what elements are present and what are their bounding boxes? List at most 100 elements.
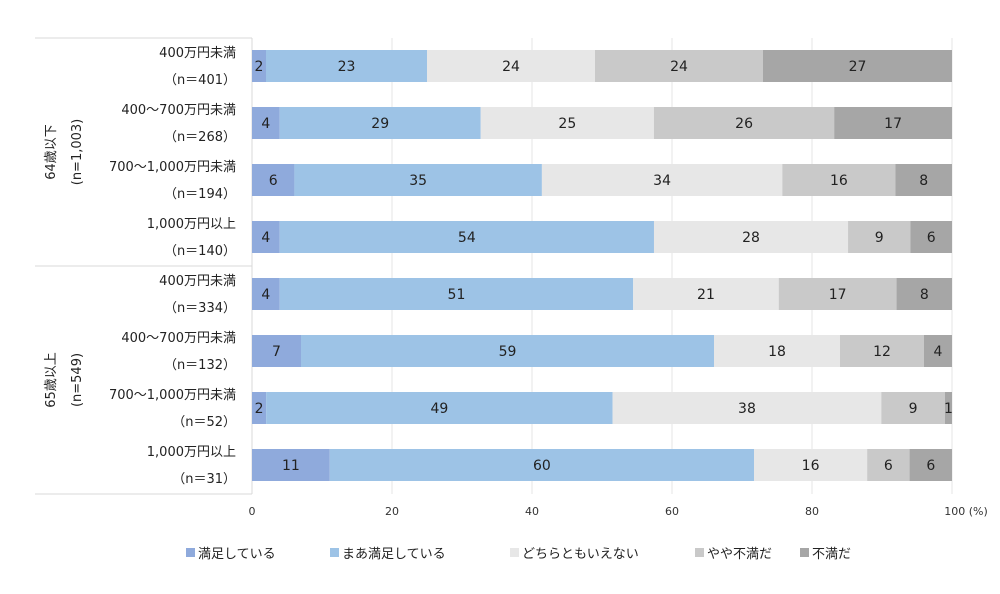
data-label: 24	[502, 59, 520, 75]
bar-segment	[848, 221, 911, 253]
data-label: 4	[934, 344, 943, 360]
x-tick-label: 60	[665, 505, 679, 518]
data-label: 16	[802, 458, 820, 474]
bar-segment	[896, 278, 952, 310]
bar-segment	[427, 50, 595, 82]
category-n-label: （n＝401）	[164, 73, 236, 88]
data-label: 27	[849, 59, 867, 75]
bar-segment	[633, 278, 779, 310]
data-label: 1	[944, 401, 953, 417]
data-label: 59	[499, 344, 517, 360]
bar-segment	[279, 107, 481, 139]
bar-segment	[840, 335, 924, 367]
bar-segment	[329, 449, 755, 481]
bar-segment	[778, 278, 897, 310]
data-label: 25	[558, 116, 576, 132]
category-label: 700～1,000万円未満	[109, 388, 236, 403]
bar-segment	[895, 164, 952, 196]
bar-segment	[782, 164, 896, 196]
group-n-label: (n=549)	[70, 353, 85, 407]
bar-segment	[653, 107, 835, 139]
group-label: 65歳以上	[44, 352, 59, 408]
bar-segment	[881, 392, 945, 424]
group-label: 64歳以下	[44, 124, 59, 180]
data-label: 4	[261, 287, 270, 303]
bar-segment	[252, 107, 280, 139]
category-n-label: （n＝52）	[172, 415, 236, 430]
bar-segment	[252, 50, 266, 82]
data-label: 23	[338, 59, 356, 75]
category-label: 400万円未満	[159, 46, 236, 61]
bar-segment	[279, 278, 634, 310]
bar-segment	[924, 335, 952, 367]
category-label: 1,000万円以上	[147, 217, 236, 232]
bar-segment	[252, 278, 280, 310]
legend-label: まあ満足している	[342, 547, 446, 562]
bar-segment	[595, 50, 763, 82]
category-label: 400～700万円未満	[121, 103, 236, 118]
legend-label: 満足している	[198, 547, 276, 562]
bar-segment	[252, 221, 280, 253]
data-label: 26	[735, 116, 753, 132]
category-label: 400万円未満	[159, 274, 236, 289]
legend-label: どちらともいえない	[522, 547, 639, 562]
data-label: 34	[653, 173, 671, 189]
bar-segment	[867, 449, 910, 481]
data-label: 8	[919, 173, 928, 189]
bar-segment	[834, 107, 952, 139]
data-label: 21	[697, 287, 715, 303]
category-label: 700～1,000万円未満	[109, 160, 236, 175]
bar-segment	[944, 392, 952, 424]
data-label: 16	[830, 173, 848, 189]
data-label: 9	[875, 230, 884, 246]
x-tick-label: 0	[249, 505, 256, 518]
data-label: 7	[272, 344, 281, 360]
data-label: 60	[533, 458, 551, 474]
bar-segment	[541, 164, 783, 196]
data-label: 51	[448, 287, 466, 303]
data-label: 12	[873, 344, 891, 360]
category-n-label: （n＝31）	[172, 472, 236, 487]
bar-segment	[653, 221, 849, 253]
data-label: 11	[282, 458, 300, 474]
data-label: 24	[670, 59, 688, 75]
bar-segment	[252, 449, 330, 481]
bar-segment	[294, 164, 542, 196]
bar-segment	[252, 335, 301, 367]
legend-swatch	[330, 548, 339, 557]
data-label: 6	[884, 458, 893, 474]
data-label: 4	[261, 230, 270, 246]
x-tick-label: 100 (%)	[944, 505, 988, 518]
bar-segment	[252, 164, 295, 196]
bar-segment	[754, 449, 868, 481]
category-n-label: （n＝268）	[164, 130, 236, 145]
legend-label: やや不満だ	[707, 547, 772, 562]
bar-segment	[910, 221, 952, 253]
data-label: 28	[742, 230, 760, 246]
data-label: 9	[909, 401, 918, 417]
category-n-label: （n＝132）	[164, 358, 236, 373]
bar-segment	[612, 392, 882, 424]
data-label: 29	[371, 116, 389, 132]
legend-swatch	[800, 548, 809, 557]
group-n-label: (n=1,003)	[70, 119, 85, 186]
bar-segment	[909, 449, 952, 481]
data-label: 6	[927, 230, 936, 246]
legend-swatch	[695, 548, 704, 557]
x-tick-label: 80	[805, 505, 819, 518]
data-label: 4	[261, 116, 270, 132]
bar-segment	[301, 335, 714, 367]
data-label: 49	[430, 401, 448, 417]
bar-segment	[714, 335, 840, 367]
data-label: 2	[255, 59, 264, 75]
data-label: 54	[458, 230, 476, 246]
bar-segment	[279, 221, 654, 253]
data-label: 2	[255, 401, 264, 417]
legend-swatch	[186, 548, 195, 557]
data-label: 8	[920, 287, 929, 303]
bar-segment	[266, 392, 613, 424]
bar-segment	[266, 50, 427, 82]
data-label: 17	[829, 287, 847, 303]
